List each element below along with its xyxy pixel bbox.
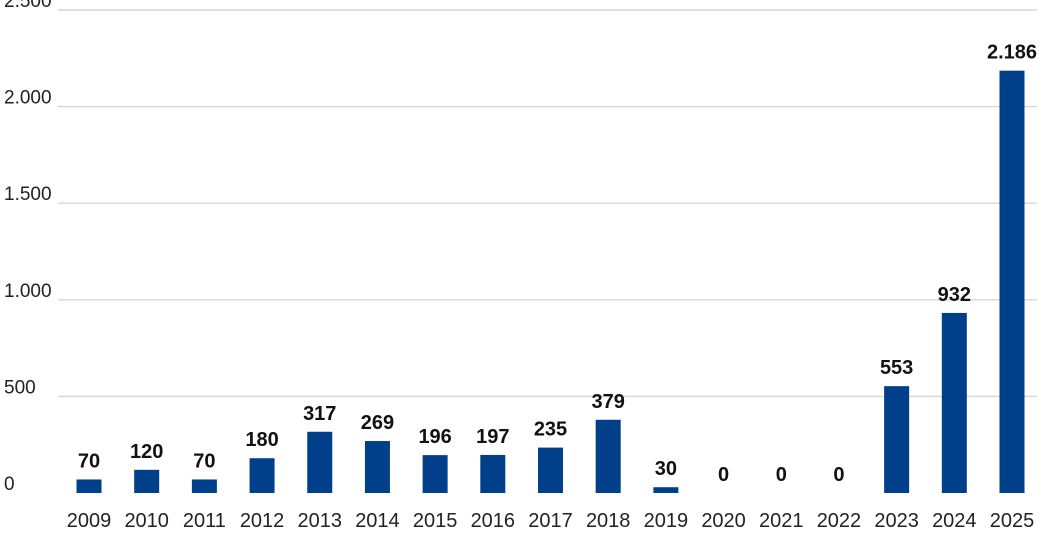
bar — [364, 441, 390, 493]
x-tick-label: 2018 — [586, 510, 631, 532]
data-labels: 70 120 70 180 317 269 196 197 235 379 30 0 0 0 553 932 2… — [78, 42, 1037, 486]
y-tick-label: 2.500 — [4, 0, 52, 12]
bar — [999, 70, 1025, 494]
bar — [884, 386, 910, 493]
x-tick-label: 2015 — [413, 510, 458, 532]
x-tick-label: 2019 — [644, 510, 689, 532]
bar — [191, 479, 217, 493]
bar-value-label: 196 — [418, 426, 451, 448]
x-tick-label: 2024 — [932, 510, 977, 532]
bar-value-label: 269 — [361, 412, 394, 434]
bar-value-label: 180 — [245, 429, 278, 451]
x-tick-label: 2020 — [701, 510, 746, 532]
bar-value-label: 70 — [193, 450, 215, 472]
x-tick-label: 2012 — [240, 510, 285, 532]
bar-value-label: 70 — [78, 450, 100, 472]
bar-value-label: 197 — [476, 426, 509, 448]
x-tick-label: 2014 — [355, 510, 400, 532]
x-tick-label: 2023 — [874, 510, 919, 532]
bar-value-label: 317 — [303, 403, 336, 425]
x-tick-label: 2025 — [990, 510, 1035, 532]
bar-value-label: 235 — [534, 419, 567, 441]
y-tick-label: 1.000 — [4, 281, 52, 302]
x-tick-label: 2016 — [471, 510, 516, 532]
bars — [76, 70, 1025, 494]
bar — [480, 454, 506, 493]
y-axis-ticks: 0 500 1.000 1.500 2.000 2.500 — [4, 0, 52, 495]
bar-value-label: 30 — [655, 458, 677, 480]
bar — [653, 487, 679, 493]
gridlines — [58, 9, 1037, 398]
x-tick-label: 2011 — [183, 510, 226, 532]
bar — [76, 479, 102, 493]
bar — [307, 431, 333, 493]
bar — [941, 312, 967, 493]
bar-value-label: 553 — [880, 357, 913, 379]
bar — [422, 455, 448, 493]
bar — [595, 419, 621, 493]
y-tick-label: 2.000 — [4, 88, 52, 109]
bar-value-label: 120 — [130, 441, 163, 463]
bar-value-label: 0 — [833, 464, 844, 486]
x-tick-label: 2017 — [528, 510, 573, 532]
x-tick-label: 2010 — [124, 510, 169, 532]
bar-value-label: 0 — [718, 464, 729, 486]
bar — [538, 447, 563, 493]
x-tick-label: 2013 — [298, 510, 343, 532]
x-tick-label: 2009 — [67, 510, 112, 532]
x-tick-label: 2022 — [817, 510, 862, 532]
y-tick-label: 0 — [4, 474, 15, 495]
x-tick-label: 2021 — [759, 510, 804, 532]
bar — [249, 458, 275, 493]
bar — [134, 469, 160, 493]
x-axis-ticks: 2009 2010 2011 2012 2013 2014 2015 2016 2017 2018… — [67, 510, 1035, 532]
bar-value-label: 2.186 — [987, 42, 1037, 64]
bar-value-label: 932 — [938, 284, 971, 306]
bar-value-label: 0 — [776, 464, 787, 486]
bar-value-label: 379 — [592, 391, 625, 413]
y-tick-label: 1.500 — [4, 184, 52, 205]
y-tick-label: 500 — [4, 377, 36, 398]
